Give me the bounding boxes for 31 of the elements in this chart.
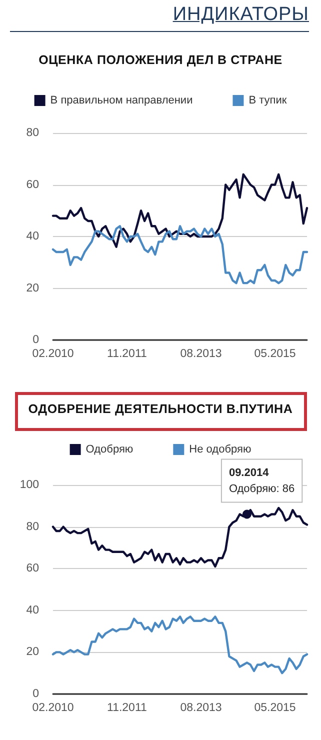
x-tick-label: 11.2011 (107, 702, 147, 714)
legend-label: Одобряю (86, 444, 134, 456)
y-tick-label: 0 (32, 688, 39, 700)
x-tick-label: 05.2015 (254, 348, 296, 360)
legend-label: Не одобряю (189, 444, 252, 456)
x-tick-label: 05.2015 (254, 702, 296, 714)
chart-title: ОДОБРЕНИЕ ДЕЯТЕЛЬНОСТИ В.ПУТИНА (27, 402, 294, 416)
y-tick-label: 80 (26, 127, 39, 139)
y-tick-label: 60 (26, 562, 39, 575)
x-tick-label: 11.2011 (107, 348, 147, 360)
x-tick-label: 02.2010 (32, 702, 74, 714)
line-series (52, 616, 308, 674)
x-tick-label: 08.2013 (180, 702, 222, 714)
line-series (52, 506, 308, 568)
y-tick-label: 40 (26, 230, 39, 242)
legend-label: В тупик (248, 94, 287, 106)
x-tick-label: 02.2010 (32, 348, 74, 360)
y-tick-label: 20 (26, 282, 39, 294)
legend-label: В правильном направлении (50, 94, 193, 106)
x-tick-label: 08.2013 (180, 348, 222, 360)
line-series (52, 225, 308, 284)
y-tick-label: 100 (20, 479, 39, 491)
y-tick-label: 20 (26, 646, 39, 658)
annotation: 09.2014 Одобряю: 86 (228, 466, 295, 495)
y-tick-label: 0 (32, 334, 39, 346)
y-tick-label: 80 (26, 520, 39, 533)
y-tick-label: 60 (26, 178, 39, 191)
y-tick-label: 40 (26, 604, 39, 616)
text: ИНДИКАТОРЫ (172, 4, 309, 26)
chart-title: ОЦЕНКА ПОЛОЖЕНИЯ ДЕЛ В СТРАНЕ (38, 53, 284, 67)
line-series (52, 173, 308, 248)
